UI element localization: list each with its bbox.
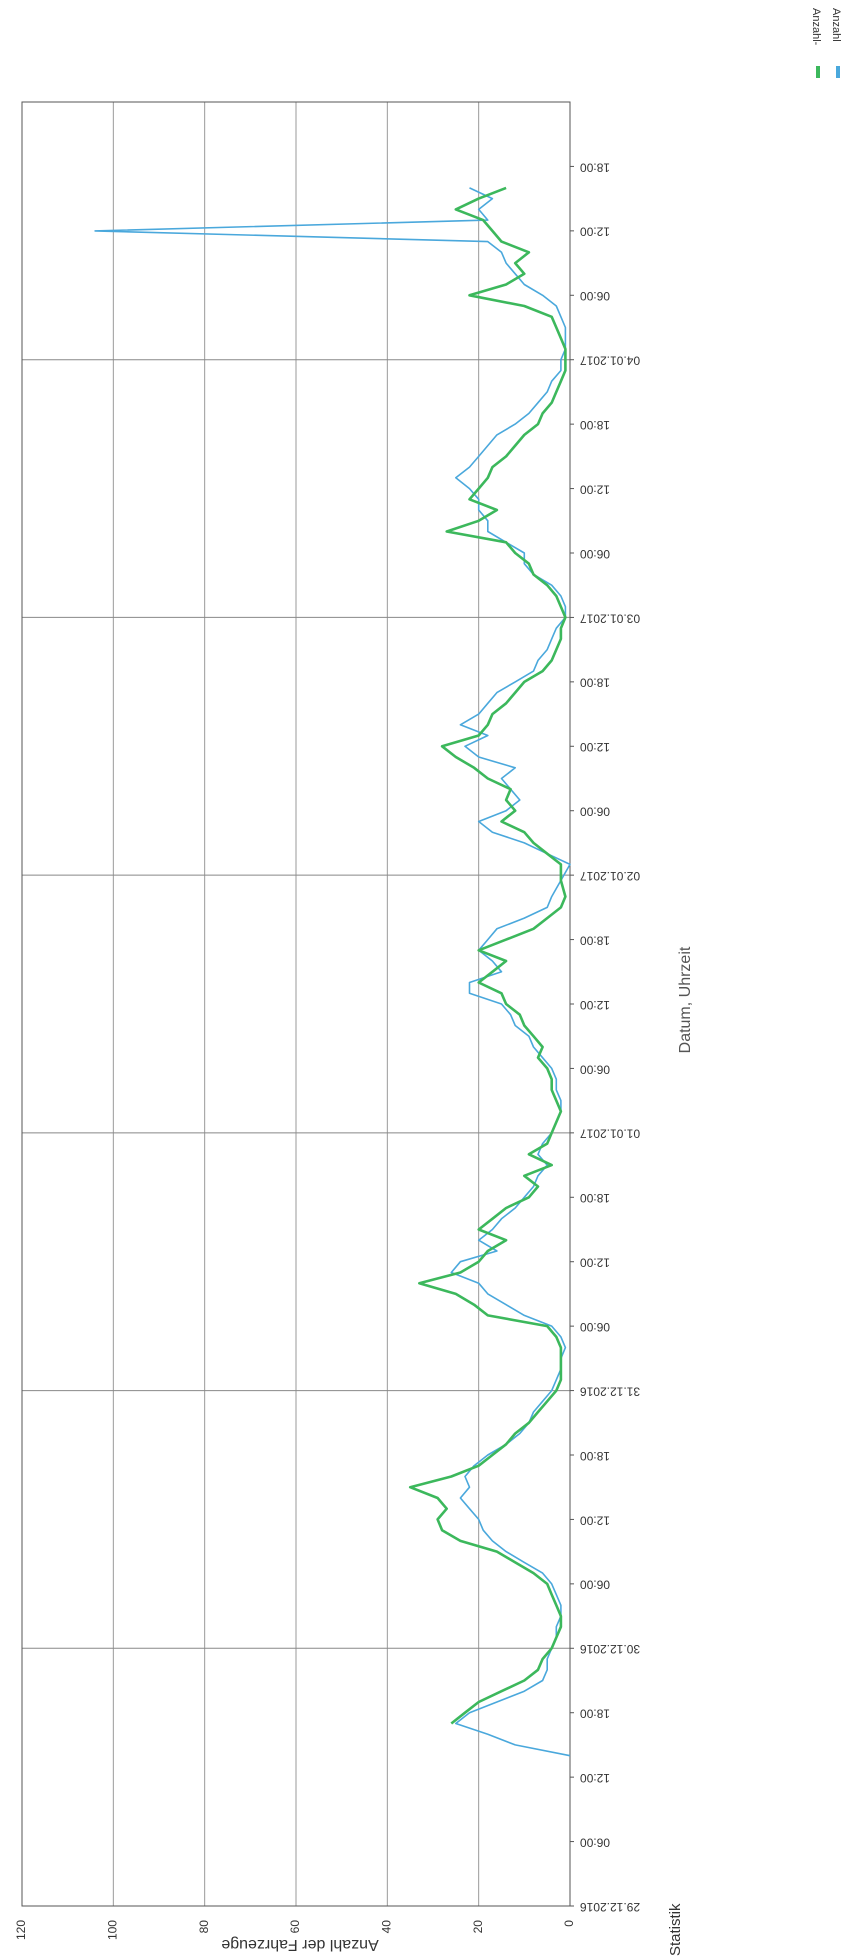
y-tick-label: 120 (14, 1920, 28, 1940)
x-tick-label: 12:00 (580, 1513, 610, 1527)
x-tick-label: 18:00 (580, 1191, 610, 1205)
x-tick-label: 02.01.2017 (580, 869, 640, 883)
x-tick-label: 06:00 (580, 1062, 610, 1076)
x-tick-label: 03.01.2017 (580, 611, 640, 625)
legend: Anzahl Anzahl- (810, 8, 842, 78)
x-tick-label: 01.01.2017 (580, 1127, 640, 1141)
x-tick-label: 06:00 (580, 1835, 610, 1849)
y-tick-label: 100 (106, 1920, 120, 1940)
x-tick-label: 12:00 (580, 998, 610, 1012)
y-tick-label: 20 (471, 1920, 485, 1934)
x-tick-labels: 29.12.2016 06:00 12:00 18:00 30.12.2016 06:00… (570, 160, 640, 1914)
x-tick-label: 06:00 (580, 1320, 610, 1334)
y-tick-label: 60 (288, 1920, 302, 1934)
y-tick-label: 0 (562, 1920, 576, 1927)
x-tick-label: 06:00 (580, 805, 610, 819)
x-axis-label: Datum, Uhrzeit (677, 946, 694, 1053)
x-tick-label: 18:00 (580, 676, 610, 690)
y-tick-label: 40 (380, 1920, 394, 1934)
footer-text: Statistik (667, 1903, 684, 1956)
x-tick-label: 12:00 (580, 1771, 610, 1785)
x-tick-label: 06:00 (580, 289, 610, 303)
y-axis-label: Anzahl der Fahrzeuge (221, 1936, 379, 1953)
x-tick-label: 04.01.2017 (580, 354, 640, 368)
x-tick-label: 18:00 (580, 933, 610, 947)
x-tick-label: 18:00 (580, 1707, 610, 1721)
x-tick-label: 18:00 (580, 160, 610, 174)
series-line (408, 186, 567, 1725)
x-tick-label: 06:00 (580, 1578, 610, 1592)
x-tick-label: 30.12.2016 (580, 1642, 640, 1656)
x-tick-label: 06:00 (580, 547, 610, 561)
x-tick-label: 12:00 (580, 740, 610, 754)
legend-label: Anzahl- (810, 8, 822, 46)
x-tick-label: 12:00 (580, 225, 610, 239)
x-tick-label: 18:00 (580, 1449, 610, 1463)
series-lines (94, 186, 571, 1757)
series-line (94, 187, 571, 1757)
y-tick-labels: 0 20 40 60 80 100 120 (14, 1920, 576, 1940)
x-tick-label: 29.12.2016 (580, 1900, 640, 1914)
y-tick-label: 80 (197, 1920, 211, 1934)
x-tick-label: 12:00 (580, 482, 610, 496)
legend-label: Anzahl (830, 8, 842, 42)
x-tick-label: 18:00 (580, 418, 610, 432)
x-tick-label: 31.12.2016 (580, 1384, 640, 1398)
x-tick-label: 12:00 (580, 1256, 610, 1270)
